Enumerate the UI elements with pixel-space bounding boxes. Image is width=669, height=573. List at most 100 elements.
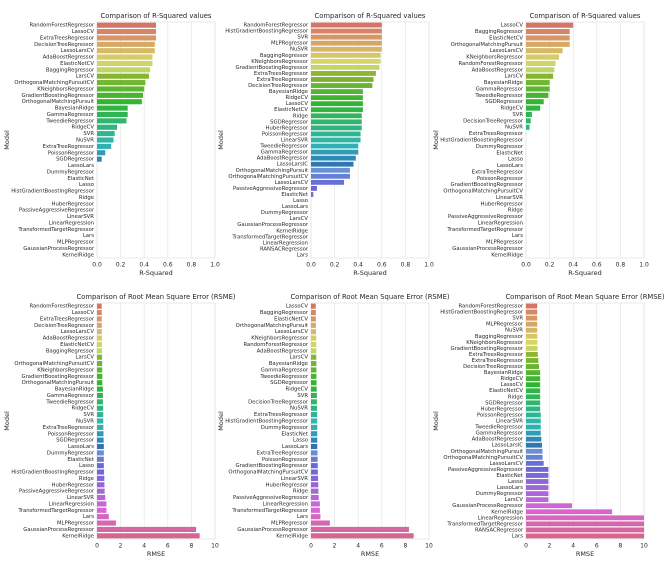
- bar: [526, 406, 541, 412]
- bar: [311, 149, 359, 155]
- bar: [526, 376, 541, 382]
- y-tick-label: SGDRegressor: [270, 380, 309, 386]
- bar: [97, 48, 155, 54]
- y-tick-label: OrthogonalMatchingPursuit: [451, 449, 523, 455]
- y-tick-label: ExtraTreesRegressor: [254, 71, 309, 77]
- x-tick-label: 0.4: [139, 262, 149, 269]
- bar: [526, 35, 570, 41]
- bar: [526, 364, 539, 369]
- y-tick-label: AdaBoostRegressor: [43, 55, 95, 61]
- y-tick-label: ElasticNet: [67, 176, 94, 182]
- y-tick-label: ElasticNetCV: [60, 342, 94, 348]
- y-tick-label: MLPRegressor: [271, 521, 309, 527]
- bar: [97, 526, 197, 532]
- y-tick-label: GradientBoostingRegressor: [21, 374, 94, 380]
- y-tick-label: ExtraTreesRegressor: [40, 35, 95, 41]
- y-tick-label: BaggingRegressor: [260, 310, 309, 316]
- bar: [97, 156, 102, 162]
- bar: [97, 67, 151, 73]
- y-tick-label: ExtraTreeRegressor: [257, 77, 309, 83]
- y-tick-label: DummyRegressor: [261, 425, 309, 431]
- y-tick-label: TweedieRegressor: [45, 399, 94, 405]
- y-tick-label: BaggingRegressor: [475, 334, 524, 340]
- bar: [97, 29, 156, 35]
- y-tick-label: LinearRegression: [49, 501, 94, 507]
- bar: [526, 333, 538, 339]
- y-tick-label: LarsCV: [76, 74, 95, 80]
- bar: [311, 526, 409, 532]
- x-tick-label: 8: [618, 543, 622, 550]
- y-tick-label: OrthogonalMatchingPursuitCV: [228, 174, 308, 180]
- y-tick-label: Lasso: [79, 182, 94, 188]
- y-tick-label: ExtraTreesRegressor: [469, 352, 524, 358]
- bar: [526, 92, 549, 98]
- y-tick-label: HistGradientBoostingRegressor: [11, 470, 95, 476]
- bar: [526, 436, 542, 442]
- bar: [526, 309, 538, 315]
- bar: [97, 22, 156, 28]
- bar: [526, 315, 538, 321]
- bar: [97, 348, 102, 354]
- bar: [311, 167, 350, 173]
- y-tick-label: NuSVR: [290, 47, 308, 53]
- y-tick-label: Lars: [297, 252, 308, 258]
- bar: [97, 469, 105, 475]
- x-tick-label: 0: [309, 543, 313, 550]
- bar: [97, 514, 109, 520]
- bar: [311, 28, 382, 34]
- x-axis-label: R-Squared: [139, 269, 173, 277]
- bar: [526, 60, 556, 67]
- y-tick-label: PoissonRegressor: [262, 457, 309, 463]
- y-tick-label: Ridge: [508, 394, 523, 400]
- bar: [97, 322, 102, 328]
- x-tick-label: 8: [189, 543, 193, 550]
- y-tick-label: MLPRegressor: [57, 240, 95, 246]
- y-tick-label: ExtraTreeRegressor: [43, 144, 95, 150]
- bar: [97, 131, 115, 137]
- y-tick-label: Ridge: [79, 476, 94, 482]
- y-tick-label: Lasso: [293, 438, 308, 444]
- x-axis-label: R-Squared: [568, 269, 602, 277]
- y-tick-label: PassiveAggressiveRegressor: [19, 489, 95, 495]
- chart: 0 2 4 6 8 10RandomForestRegressorLassoCVExtra…: [3, 293, 236, 558]
- x-tick-label: 0.8: [187, 262, 197, 269]
- bar: [526, 388, 541, 394]
- y-tick-label: Lasso: [293, 198, 308, 204]
- y-tick-label: Ridge: [79, 195, 94, 201]
- bar: [97, 367, 103, 373]
- y-tick-label: PassiveAggressiveRegressor: [233, 495, 309, 501]
- bar: [97, 143, 112, 149]
- x-tick-label: 0.6: [592, 262, 602, 269]
- y-tick-label: HuberRegressor: [481, 201, 524, 207]
- bar: [311, 64, 380, 70]
- bar: [526, 454, 543, 460]
- bar: [526, 491, 549, 497]
- bar: [311, 335, 317, 341]
- bar: [526, 479, 549, 484]
- y-tick-label: PassiveAggressiveRegressor: [448, 467, 524, 473]
- bar: [526, 521, 644, 527]
- bar: [97, 54, 153, 60]
- y-tick-label: Lars: [83, 233, 94, 239]
- y-tick-label: OrthogonalMatchingPursuit: [236, 168, 308, 174]
- bar: [526, 394, 541, 400]
- bar: [97, 373, 103, 379]
- bar: [526, 460, 544, 466]
- y-tick-label: LassoCV: [286, 101, 309, 107]
- bar: [526, 86, 550, 92]
- x-tick-label: 0.8: [616, 262, 626, 269]
- x-tick-label: 0.4: [568, 262, 578, 269]
- x-tick-label: 6: [595, 543, 599, 550]
- bar: [311, 303, 316, 309]
- y-tick-label: RidgeCV: [501, 376, 524, 382]
- bar: [97, 41, 155, 47]
- bar: [97, 111, 128, 118]
- bar: [311, 533, 414, 539]
- y-tick-label: TweedieRegressor: [45, 118, 94, 124]
- y-tick-label: OrthogonalMatchingPursuit: [22, 99, 94, 105]
- y-tick-label: HuberRegressor: [266, 482, 309, 488]
- bar: [526, 67, 555, 73]
- y-tick-label: ExtraTreeRegressor: [472, 358, 524, 364]
- y-tick-label: AdaBoostRegressor: [472, 437, 524, 443]
- bar: [526, 382, 541, 388]
